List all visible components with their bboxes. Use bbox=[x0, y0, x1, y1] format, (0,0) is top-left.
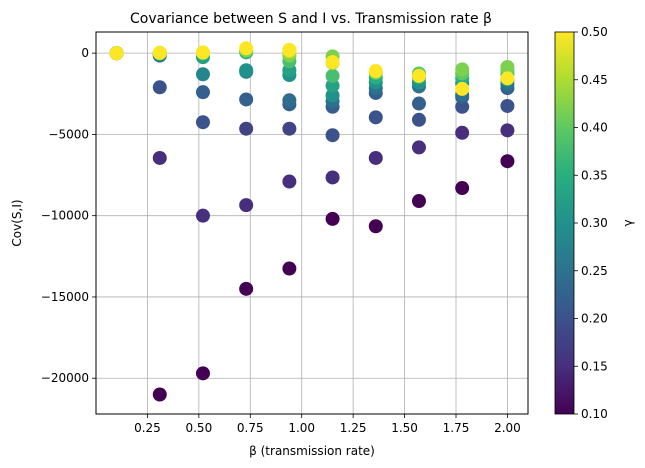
data-point bbox=[239, 63, 254, 78]
colorbar bbox=[554, 31, 575, 415]
chart-title: Covariance between S and I vs. Transmiss… bbox=[130, 11, 492, 27]
x-axis-label: β (transmission rate) bbox=[249, 444, 375, 458]
data-point bbox=[239, 121, 254, 136]
x-tick-label: 0.25 bbox=[134, 421, 161, 435]
y-axis-ticks: 0 −5000 −10000 −15000 −20000 bbox=[41, 46, 96, 385]
data-point bbox=[455, 62, 470, 77]
data-point bbox=[282, 174, 297, 189]
data-point bbox=[325, 68, 340, 83]
data-point bbox=[239, 41, 254, 56]
colorbar-tick-label: 0.20 bbox=[581, 312, 608, 326]
data-point bbox=[239, 198, 254, 213]
y-axis-label: Cov(S,I) bbox=[10, 199, 24, 246]
data-point bbox=[411, 96, 426, 111]
colorbar-tick-label: 0.15 bbox=[581, 359, 608, 373]
data-point bbox=[282, 42, 297, 57]
y-tick-label: −10000 bbox=[41, 209, 89, 223]
x-axis-ticks: 0.25 0.50 0.75 1.00 1.25 1.50 1.75 2.00 bbox=[134, 414, 521, 435]
data-point bbox=[195, 366, 210, 381]
data-point bbox=[195, 67, 210, 82]
colorbar-tick-label: 0.25 bbox=[581, 264, 608, 278]
colorbar-tick-label: 0.30 bbox=[581, 216, 608, 230]
data-point bbox=[239, 92, 254, 107]
y-tick-label: −20000 bbox=[41, 371, 89, 385]
data-point bbox=[455, 99, 470, 114]
data-point bbox=[411, 68, 426, 83]
data-point bbox=[455, 81, 470, 96]
data-point bbox=[195, 208, 210, 223]
data-point bbox=[368, 110, 383, 125]
data-point bbox=[368, 150, 383, 165]
y-tick-label: −5000 bbox=[48, 127, 89, 141]
data-points bbox=[109, 41, 515, 402]
data-point bbox=[500, 98, 515, 113]
data-point bbox=[455, 125, 470, 140]
data-point bbox=[411, 140, 426, 155]
colorbar-label: γ bbox=[621, 219, 635, 226]
x-tick-label: 1.00 bbox=[288, 421, 315, 435]
data-point bbox=[282, 93, 297, 108]
data-point bbox=[325, 211, 340, 226]
data-point bbox=[325, 55, 340, 70]
x-tick-label: 2.00 bbox=[494, 421, 521, 435]
data-point bbox=[109, 46, 124, 61]
x-tick-label: 0.50 bbox=[185, 421, 212, 435]
data-point bbox=[325, 170, 340, 185]
data-point bbox=[368, 64, 383, 79]
x-tick-label: 1.50 bbox=[391, 421, 418, 435]
data-point bbox=[500, 71, 515, 86]
data-point bbox=[195, 45, 210, 60]
data-point bbox=[455, 181, 470, 196]
colorbar-tick-label: 0.40 bbox=[581, 121, 608, 135]
data-point bbox=[239, 281, 254, 296]
x-tick-label: 1.25 bbox=[340, 421, 367, 435]
y-tick-label: 0 bbox=[81, 46, 89, 60]
plot-frame bbox=[95, 31, 529, 415]
data-point bbox=[282, 121, 297, 136]
data-point bbox=[282, 261, 297, 276]
colorbar-ticks: 0.10 0.15 0.20 0.25 0.30 0.35 0.40 0.45 0.50 bbox=[574, 25, 608, 421]
data-point bbox=[152, 45, 167, 60]
data-point bbox=[152, 80, 167, 95]
data-point bbox=[325, 78, 340, 93]
x-tick-label: 1.75 bbox=[443, 421, 470, 435]
colorbar-tick-label: 0.50 bbox=[581, 25, 608, 39]
colorbar-tick-label: 0.10 bbox=[581, 407, 608, 421]
colorbar-tick-label: 0.45 bbox=[581, 73, 608, 87]
data-point bbox=[500, 154, 515, 169]
data-point bbox=[325, 88, 340, 103]
data-point bbox=[500, 59, 515, 74]
data-point bbox=[152, 150, 167, 165]
data-point bbox=[195, 85, 210, 100]
data-point bbox=[411, 194, 426, 209]
y-tick-label: −15000 bbox=[41, 290, 89, 304]
data-point bbox=[325, 128, 340, 143]
data-point bbox=[500, 123, 515, 138]
data-point bbox=[411, 112, 426, 127]
data-point bbox=[152, 387, 167, 402]
data-point bbox=[368, 219, 383, 234]
x-tick-label: 0.75 bbox=[237, 421, 264, 435]
data-point bbox=[195, 115, 210, 130]
colorbar-tick-label: 0.35 bbox=[581, 168, 608, 182]
